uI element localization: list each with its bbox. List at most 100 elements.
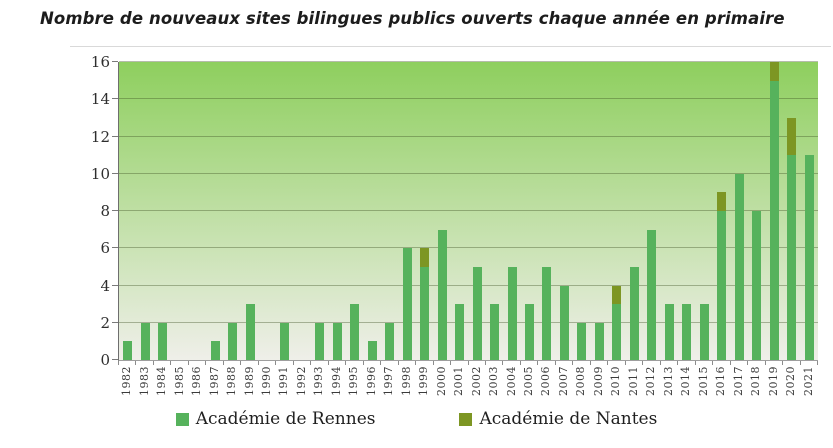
x-axis-label: 2015 [696,366,710,396]
bar-segment-rennes [490,304,500,360]
x-axis-tick [799,361,801,365]
bar-slot [800,62,817,360]
x-axis-tick [782,361,784,365]
bar-1994 [332,322,342,360]
bar-segment-rennes [629,266,639,360]
gridline [119,98,818,100]
chart-frame-top-border [70,46,831,47]
y-axis-label: 14 [90,90,110,109]
x-axis-label: 2003 [487,366,501,396]
bar-slot [136,62,153,360]
x-axis-tick [694,361,696,365]
bar-segment-rennes [734,173,744,360]
x-axis-label: 2019 [766,366,780,396]
y-axis-label: 0 [100,351,110,369]
x-axis-tick [397,361,399,365]
bar-segment-rennes [228,322,238,360]
bar-2004 [507,266,517,360]
bar-slot [171,62,188,360]
x-axis-label: 2018 [749,366,763,396]
x-axis-label: 2002 [469,366,483,396]
x-axis-label: 1984 [155,366,169,396]
bar-slot [678,62,695,360]
bar-segment-rennes [332,322,342,360]
x-axis-label: 1997 [382,366,396,396]
x-axis-tick [135,361,137,365]
y-axis-label: 4 [100,276,110,295]
bar-segment-rennes [752,211,762,360]
x-axis-label: 1994 [329,366,343,396]
x-axis-label: 2016 [714,366,728,396]
y-axis-tick [112,135,118,137]
x-axis-tick [729,361,731,365]
y-axis-label: 16 [90,53,110,71]
bar-segment-rennes [787,155,797,360]
bar-1999 [420,248,430,360]
bar-segment-nantes [787,117,797,156]
bar-slot [783,62,800,360]
bar-slot [521,62,538,360]
bar-slot [224,62,241,360]
bar-slot [643,62,660,360]
bar-2014 [682,304,692,360]
y-axis-label: 2 [100,313,110,332]
x-axis-tick [712,361,714,365]
bar-slot [765,62,782,360]
bar-segment-rennes [472,266,482,360]
bar-2006 [542,266,552,360]
x-axis-label: 1983 [137,366,151,396]
x-axis-tick [572,361,574,365]
bar-segment-rennes [699,304,709,360]
legend-swatch-nantes [459,412,473,426]
x-axis-tick [240,361,242,365]
bar-segment-rennes [385,322,395,360]
bar-2018 [752,211,762,360]
bar-segment-rennes [664,304,674,360]
x-axis-label: 1998 [399,366,413,396]
bar-segment-rennes [612,304,622,360]
bar-segment-rennes [315,322,325,360]
bar-1983 [140,322,150,360]
bar-slot [381,62,398,360]
bar-slot [416,62,433,360]
x-axis-label: 1982 [120,366,134,396]
x-axis-tick [432,361,434,365]
bar-segment-rennes [542,266,552,360]
x-axis-tick [362,361,364,365]
bar-segment-rennes [594,322,604,360]
x-axis-labels: 1982 1983 1984 1985 1986 1987 1988 1989 1990 1991… [118,366,817,396]
x-axis-tick [187,361,189,365]
x-axis-label: 1992 [294,366,308,396]
bar-segment-rennes [525,304,535,360]
bar-slot [503,62,520,360]
x-axis-label: 2001 [452,366,466,396]
x-axis-tick [310,361,312,365]
gridline [119,321,818,323]
x-axis-label: 2008 [574,366,588,396]
bar-slot [311,62,328,360]
x-axis-tick [450,361,452,365]
bar-1993 [315,322,325,360]
gridline [119,284,818,286]
bar-segment-rennes [437,229,447,360]
bar-segment-rennes [717,211,727,360]
bar-slot [329,62,346,360]
bar-slot [556,62,573,360]
bar-2019 [769,62,779,360]
bar-slot [399,62,416,360]
x-axis-label: 2014 [679,366,693,396]
bar-slot [276,62,293,360]
bar-slot [346,62,363,360]
x-axis-label: 2005 [522,366,536,396]
bar-1991 [280,322,290,360]
bar-slot [364,62,381,360]
y-axis-label: 6 [100,239,110,258]
bar-1997 [385,322,395,360]
x-axis-label: 1990 [259,366,273,396]
x-axis-tick [764,361,766,365]
bar-slot [591,62,608,360]
bar-slot [661,62,678,360]
y-axis-tick [112,359,118,360]
bar-segment-rennes [577,322,587,360]
